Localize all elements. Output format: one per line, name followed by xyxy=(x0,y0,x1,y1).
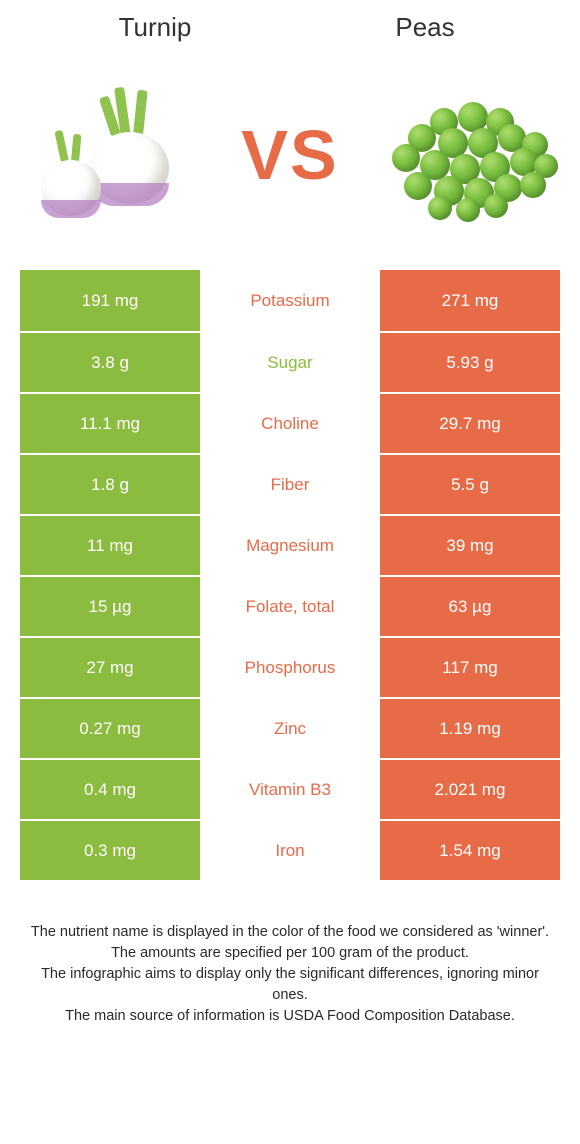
left-food-title: Turnip xyxy=(20,12,290,43)
left-value: 11.1 mg xyxy=(20,394,200,453)
left-value: 15 µg xyxy=(20,577,200,636)
table-row: 11.1 mgCholine29.7 mg xyxy=(20,392,560,453)
nutrient-label: Phosphorus xyxy=(200,638,380,697)
right-value: 63 µg xyxy=(380,577,560,636)
image-row: VS xyxy=(0,55,580,270)
table-row: 15 µgFolate, total63 µg xyxy=(20,575,560,636)
right-value: 39 mg xyxy=(380,516,560,575)
footer-line: The infographic aims to display only the… xyxy=(22,964,558,1006)
right-value: 1.54 mg xyxy=(380,821,560,880)
left-value: 0.4 mg xyxy=(20,760,200,819)
footer-notes: The nutrient name is displayed in the co… xyxy=(0,880,580,1027)
table-row: 0.4 mgVitamin B32.021 mg xyxy=(20,758,560,819)
right-value: 5.5 g xyxy=(380,455,560,514)
nutrient-label: Sugar xyxy=(200,333,380,392)
table-row: 0.3 mgIron1.54 mg xyxy=(20,819,560,880)
nutrient-label: Iron xyxy=(200,821,380,880)
nutrient-label: Zinc xyxy=(200,699,380,758)
right-value: 5.93 g xyxy=(380,333,560,392)
right-value: 1.19 mg xyxy=(380,699,560,758)
nutrient-label: Potassium xyxy=(200,270,380,331)
table-row: 1.8 gFiber5.5 g xyxy=(20,453,560,514)
left-value: 27 mg xyxy=(20,638,200,697)
vs-label: VS xyxy=(203,115,377,195)
footer-line: The main source of information is USDA F… xyxy=(22,1006,558,1027)
footer-line: The nutrient name is displayed in the co… xyxy=(22,922,558,943)
left-value: 3.8 g xyxy=(20,333,200,392)
left-value: 11 mg xyxy=(20,516,200,575)
table-row: 11 mgMagnesium39 mg xyxy=(20,514,560,575)
left-value: 0.27 mg xyxy=(20,699,200,758)
table-row: 191 mgPotassium271 mg xyxy=(20,270,560,331)
left-value: 1.8 g xyxy=(20,455,200,514)
nutrient-label: Folate, total xyxy=(200,577,380,636)
turnip-image xyxy=(18,85,203,225)
comparison-table: 191 mgPotassium271 mg3.8 gSugar5.93 g11.… xyxy=(0,270,580,880)
peas-image xyxy=(377,85,562,225)
nutrient-label: Magnesium xyxy=(200,516,380,575)
left-value: 0.3 mg xyxy=(20,821,200,880)
right-value: 271 mg xyxy=(380,270,560,331)
right-food-title: Peas xyxy=(290,12,560,43)
header: Turnip Peas xyxy=(0,0,580,55)
nutrient-label: Fiber xyxy=(200,455,380,514)
table-row: 0.27 mgZinc1.19 mg xyxy=(20,697,560,758)
nutrient-label: Choline xyxy=(200,394,380,453)
table-row: 3.8 gSugar5.93 g xyxy=(20,331,560,392)
right-value: 2.021 mg xyxy=(380,760,560,819)
table-row: 27 mgPhosphorus117 mg xyxy=(20,636,560,697)
right-value: 117 mg xyxy=(380,638,560,697)
right-value: 29.7 mg xyxy=(380,394,560,453)
footer-line: The amounts are specified per 100 gram o… xyxy=(22,943,558,964)
nutrient-label: Vitamin B3 xyxy=(200,760,380,819)
left-value: 191 mg xyxy=(20,270,200,331)
